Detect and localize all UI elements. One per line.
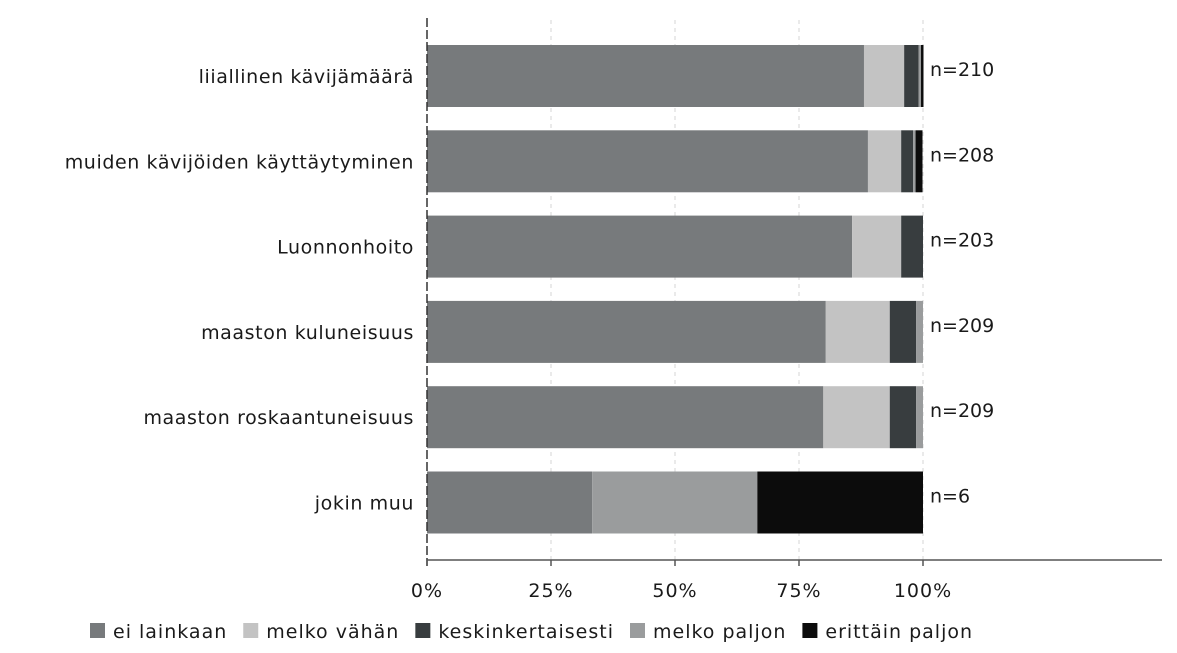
legend-item: erittäin paljon: [802, 621, 973, 643]
bar-segment: [863, 45, 905, 107]
bar-segment: [889, 386, 917, 449]
bar-segment: [427, 45, 864, 107]
legend-label: erittäin paljon: [825, 621, 973, 643]
bar-segment: [901, 215, 923, 278]
bar-segment: [913, 130, 916, 193]
bar-segment: [921, 45, 924, 107]
category-label: maaston kuluneisuus: [201, 322, 414, 344]
bar-segment: [867, 130, 902, 193]
legend-swatch: [90, 623, 105, 638]
bar-segment: [427, 300, 826, 363]
category-label: liiallinen kävijämäärä: [199, 66, 414, 88]
n-label: n=208: [930, 144, 994, 166]
n-label: n=210: [930, 59, 994, 81]
x-tick-label: 25%: [528, 580, 573, 602]
legend: ei lainkaan melko vähän keskinkertaisesti m…: [90, 621, 973, 643]
bar-segment: [916, 386, 923, 449]
n-label: n=203: [930, 230, 994, 252]
n-label: n=6: [930, 486, 970, 508]
grid-lines: [550, 20, 924, 560]
n-label: n=209: [930, 315, 994, 337]
bar-segment: [901, 130, 914, 193]
legend-item: keskinkertaisesti: [415, 621, 614, 643]
legend-item: ei lainkaan: [90, 621, 227, 643]
legend-swatch: [802, 623, 818, 638]
legend-item: melko vähän: [243, 621, 399, 643]
bar-segment: [825, 300, 890, 363]
bar-segment: [916, 300, 923, 363]
bar-segment: [757, 471, 923, 534]
x-tick-labels: 0% 25% 50% 75% 100%: [411, 580, 952, 602]
category-labels: liiallinen kävijämäärä muiden kävijöiden …: [65, 66, 414, 515]
bar-segment: [852, 215, 902, 278]
category-label: maaston roskaantuneisuus: [143, 407, 414, 429]
bar-segment: [427, 471, 593, 534]
bars: [427, 45, 924, 534]
axes: [426, 18, 1162, 566]
legend-swatch: [630, 623, 645, 638]
bar-segment: [592, 471, 758, 534]
legend-item: melko paljon: [630, 621, 786, 643]
x-tick-label: 50%: [652, 580, 697, 602]
category-label: muiden kävijöiden käyttäytyminen: [65, 151, 414, 173]
legend-label: keskinkertaisesti: [438, 621, 614, 643]
bar-segment: [889, 300, 917, 363]
legend-swatch: [415, 623, 431, 638]
legend-label: ei lainkaan: [113, 621, 227, 643]
bar-segment: [904, 45, 919, 107]
bar-segment: [915, 130, 923, 193]
bar-segment: [823, 386, 890, 449]
bar-segment: [427, 386, 824, 449]
category-label: jokin muu: [314, 493, 414, 515]
bar-segment: [427, 130, 868, 193]
n-label: n=209: [930, 400, 994, 422]
x-tick-label: 75%: [776, 580, 821, 602]
bar-segment: [427, 215, 853, 278]
category-label: Luonnonhoito: [277, 237, 414, 259]
n-labels: n=210 n=208 n=203 n=209 n=209 n=6: [930, 59, 994, 508]
legend-label: melko vähän: [266, 621, 399, 643]
x-tick-label: 0%: [411, 580, 443, 602]
x-tick-label: 100%: [894, 580, 952, 602]
legend-swatch: [243, 623, 259, 638]
bar-segment: [918, 45, 922, 107]
legend-label: melko paljon: [653, 621, 786, 643]
